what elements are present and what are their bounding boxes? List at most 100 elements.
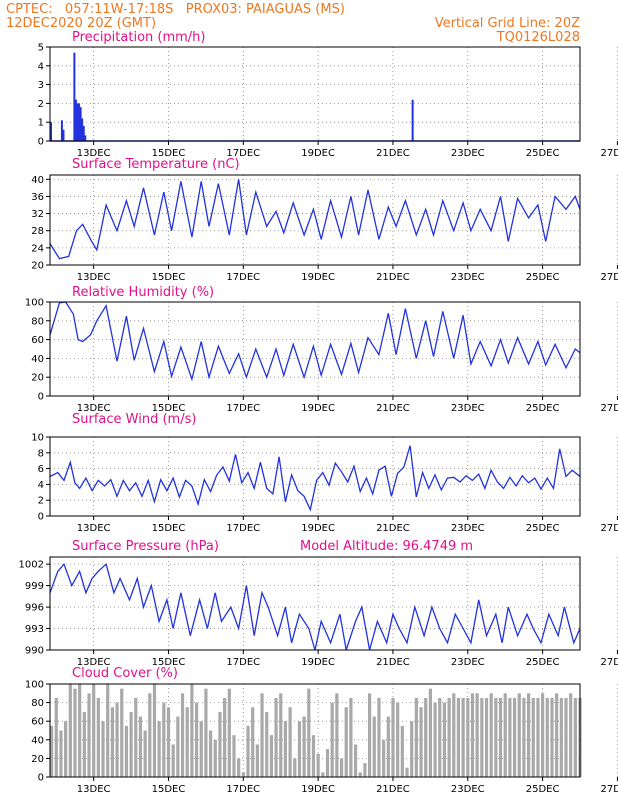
data-bar <box>302 716 306 777</box>
y-tick-label: 6 <box>38 464 44 475</box>
data-bar <box>335 693 339 777</box>
y-tick-label: 36 <box>31 192 44 203</box>
data-bar <box>377 697 381 777</box>
data-bar <box>138 716 143 777</box>
data-bar <box>307 688 311 777</box>
data-bar <box>344 707 348 777</box>
y-tick-label: 2 <box>38 496 44 507</box>
data-bar <box>386 716 390 777</box>
data-bar <box>372 716 376 777</box>
data-bar <box>321 772 325 777</box>
panel-6: Cloud Cover (%) 0 20 40 60 80 100 13DEC 15DEC 17D… <box>25 666 618 795</box>
data-bar <box>325 749 330 777</box>
x-tick-label: 15DEC <box>152 657 186 668</box>
data-bar <box>330 702 334 777</box>
panel-4: Surface Wind (m/s) 0 2 4 6 8 10 13DEC 15DEC 17DEC… <box>31 412 618 534</box>
x-tick-label: 15DEC <box>152 403 186 414</box>
data-bar <box>573 697 577 777</box>
y-tick-label: 0 <box>38 392 44 403</box>
x-tick-label: 21DEC <box>376 403 410 414</box>
data-bar <box>512 697 517 777</box>
data-bar <box>218 711 222 777</box>
x-tick-label: 15DEC <box>152 272 186 283</box>
data-bar <box>223 697 227 777</box>
y-tick-label: 993 <box>25 624 44 635</box>
data-bar <box>54 697 58 777</box>
x-tick-label: 21DEC <box>376 272 410 283</box>
y-tick-label: 40 <box>31 354 44 365</box>
panel-title: Surface Temperature (nC) <box>72 157 240 172</box>
x-tick-label: 17DEC <box>226 657 260 668</box>
x-tick-label: 17DEC <box>226 272 260 283</box>
data-bar <box>199 721 203 777</box>
y-tick-label: 80 <box>31 698 44 709</box>
data-bar <box>531 697 535 777</box>
y-tick-label: 20 <box>31 261 44 272</box>
data-bar <box>480 697 484 777</box>
x-tick-label: 19DEC <box>301 784 335 795</box>
data-bar <box>466 697 470 777</box>
x-tick-label: 19DEC <box>301 657 335 668</box>
panel-frame <box>49 436 581 517</box>
data-bar <box>297 721 302 777</box>
data-bar <box>260 693 264 777</box>
data-bar <box>484 697 489 777</box>
x-tick-label: 15DEC <box>152 148 186 159</box>
x-tick-label: 25DEC <box>526 523 560 534</box>
panel-frame <box>49 46 581 142</box>
y-tick-label: 60 <box>31 335 44 346</box>
data-bar <box>339 758 344 777</box>
data-bar <box>59 730 63 777</box>
data-bar <box>433 702 437 777</box>
x-tick-label: 15DEC <box>152 784 186 795</box>
data-bar <box>213 739 217 777</box>
x-tick-label: 13DEC <box>77 523 111 534</box>
panel-5: Surface Pressure (hPa) Model Altitude: 96… <box>19 539 618 668</box>
data-bar <box>134 697 138 777</box>
header-station: CPTEC: 057:11W-17:18S PROX03: PAIAGUAS (… <box>6 2 345 17</box>
data-bar <box>209 730 213 777</box>
panel-title: Relative Humidity (%) <box>72 285 214 300</box>
data-bar <box>82 125 85 141</box>
data-bar <box>176 716 180 777</box>
data-bar <box>96 697 100 777</box>
data-bar <box>442 702 447 777</box>
data-bar <box>283 721 288 777</box>
data-bar <box>269 735 273 777</box>
y-tick-label: 60 <box>31 717 44 728</box>
x-tick-label: 13DEC <box>77 403 111 414</box>
x-tick-label: 21DEC <box>376 657 410 668</box>
data-bar <box>148 693 152 777</box>
x-tick-label: 27DEC <box>601 272 618 283</box>
data-bar <box>73 52 76 141</box>
data-bar <box>120 688 124 777</box>
data-bar <box>106 684 110 777</box>
data-bar <box>246 725 250 777</box>
data-bar <box>115 702 119 777</box>
x-tick-label: 23DEC <box>451 272 485 283</box>
y-tick-label: 0 <box>38 773 44 784</box>
y-tick-label: 28 <box>31 226 44 237</box>
y-tick-label: 4 <box>38 61 44 72</box>
data-bar <box>62 129 65 141</box>
data-bar <box>157 721 161 777</box>
x-tick-label: 27DEC <box>601 657 618 668</box>
y-tick-label: 32 <box>31 209 44 220</box>
data-line <box>49 562 581 651</box>
data-bar <box>517 693 521 777</box>
data-bar <box>569 693 573 777</box>
data-line <box>49 445 581 512</box>
data-bar <box>129 711 133 777</box>
data-bar <box>82 711 86 777</box>
y-tick-label: 20 <box>31 373 44 384</box>
data-bar <box>92 684 96 777</box>
data-bar <box>101 721 105 777</box>
x-tick-label: 21DEC <box>376 523 410 534</box>
data-bar <box>50 122 52 141</box>
data-bar <box>428 688 432 777</box>
x-tick-label: 19DEC <box>301 272 335 283</box>
x-tick-label: 13DEC <box>77 784 111 795</box>
data-bar <box>353 744 358 777</box>
x-tick-label: 19DEC <box>301 403 335 414</box>
data-bar <box>194 702 199 777</box>
